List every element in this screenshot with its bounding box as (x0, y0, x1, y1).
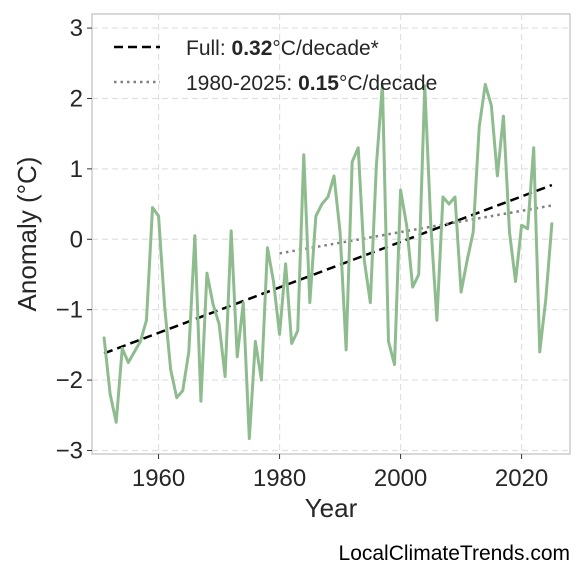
recent-trend-line (279, 204, 553, 255)
y-tick-label: −2 (56, 367, 83, 394)
trend-lines (103, 183, 553, 355)
legend-recent-trend-label: 1980-2025: 0.15°C/decade (186, 72, 437, 95)
credit-text: LocalClimateTrends.com (339, 542, 570, 565)
legend: Full: 0.32°C/decade* 1980-2025: 0.15°C/d… (114, 37, 437, 95)
x-tick-label: 2020 (495, 465, 548, 492)
axis-ticks: 1960 1980 2000 2020 −3 −2 −1 0 1 2 3 (56, 15, 549, 492)
y-tick-label: 0 (70, 226, 83, 253)
x-tick-label: 1980 (253, 465, 306, 492)
data-series (102, 82, 554, 441)
x-tick-label: 1960 (132, 465, 185, 492)
y-axis-title: Anomaly (°C) (12, 157, 42, 312)
full-trend-line (103, 183, 553, 355)
anomaly-series-line (102, 82, 554, 441)
y-tick-label: −3 (56, 437, 83, 464)
y-tick-label: 2 (70, 85, 83, 112)
y-tick-label: 3 (70, 15, 83, 42)
y-tick-label: 1 (70, 156, 83, 183)
x-axis-title: Year (305, 493, 358, 523)
legend-full-trend-label: Full: 0.32°C/decade* (186, 37, 379, 60)
y-tick-label: −1 (56, 297, 83, 324)
x-tick-label: 2000 (374, 465, 427, 492)
